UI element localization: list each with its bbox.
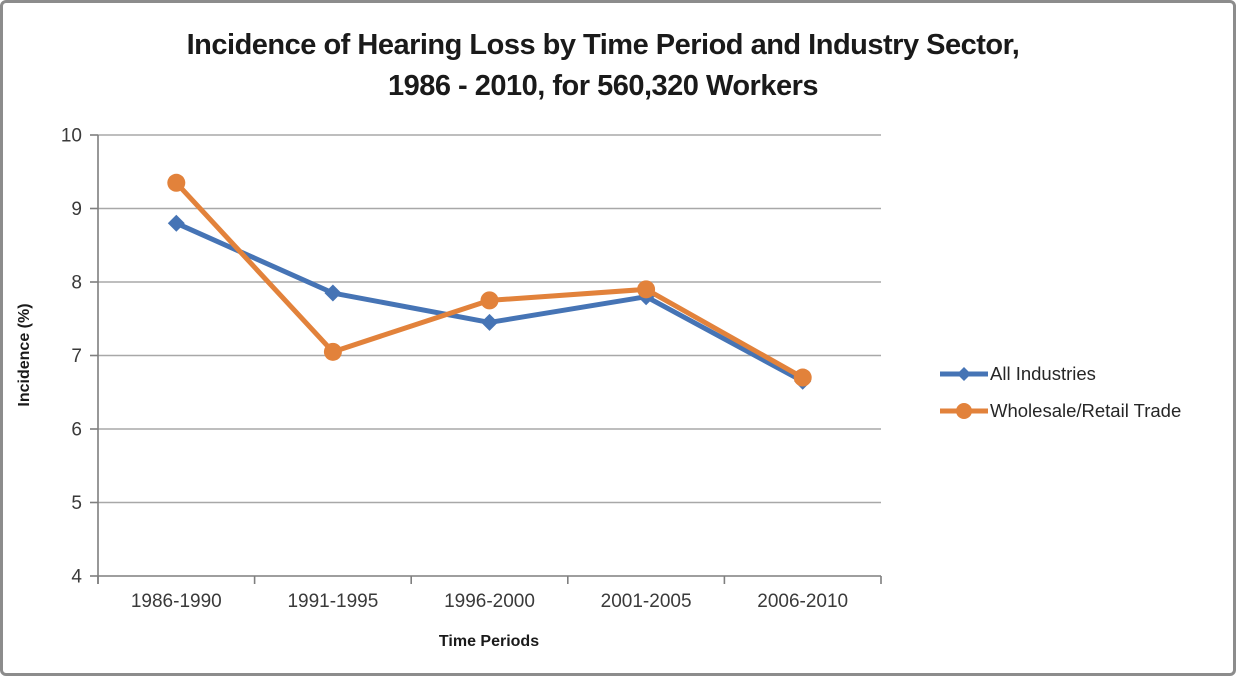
legend-label-all-industries: All Industries <box>990 363 1096 384</box>
y-tick-label: 7 <box>71 346 82 367</box>
x-tick-label: 1991-1995 <box>287 591 378 612</box>
line-diamond-marker-icon <box>940 367 988 381</box>
data-point-circle <box>637 280 656 299</box>
data-point-circle <box>323 342 342 361</box>
data-point-diamond <box>481 313 498 331</box>
data-point-circle <box>480 291 499 310</box>
plot-area: 4 5 6 7 8 9 10 1986-1990 1991-1995 1996-2000 2001-… <box>61 126 882 612</box>
data-point-circle <box>167 173 186 192</box>
y-tick-label: 5 <box>71 493 82 514</box>
legend-label-wholesale-retail-trade: Wholesale/Retail Trade <box>990 400 1182 421</box>
legend: All Industries Wholesale/Retail Trade <box>939 362 1181 436</box>
legend-item-wholesale-retail-trade: Wholesale/Retail Trade <box>939 399 1181 423</box>
y-tick-label: 6 <box>71 420 82 441</box>
data-point-diamond <box>324 284 342 302</box>
x-tick-label: 1986-1990 <box>131 591 222 612</box>
x-tick-label: 1996-2000 <box>444 591 535 612</box>
chart-title-line-1: Incidence of Hearing Loss by Time Period… <box>186 29 1020 61</box>
y-axis-title: Incidence (%) <box>16 303 33 407</box>
y-tick-label: 10 <box>61 126 82 147</box>
y-tick-label: 4 <box>71 567 82 588</box>
x-tick-label: 2006-2010 <box>757 591 848 612</box>
line-circle-marker-icon <box>940 403 988 419</box>
series-line-1 <box>173 180 806 381</box>
x-tick-label: 2001-2005 <box>601 591 692 612</box>
y-tick-label: 9 <box>71 199 82 220</box>
chart-title-line-2: 1986 - 2010, for 560,320 Workers <box>387 70 819 102</box>
x-axis-title: Time Periods <box>438 633 540 650</box>
chart-title: Incidence of Hearing Loss by Time Period… <box>3 25 1203 107</box>
legend-item-all-industries: All Industries <box>939 362 1181 386</box>
data-point-circle <box>793 368 812 387</box>
data-point-diamond <box>167 214 185 232</box>
y-tick-label: 8 <box>71 273 82 294</box>
